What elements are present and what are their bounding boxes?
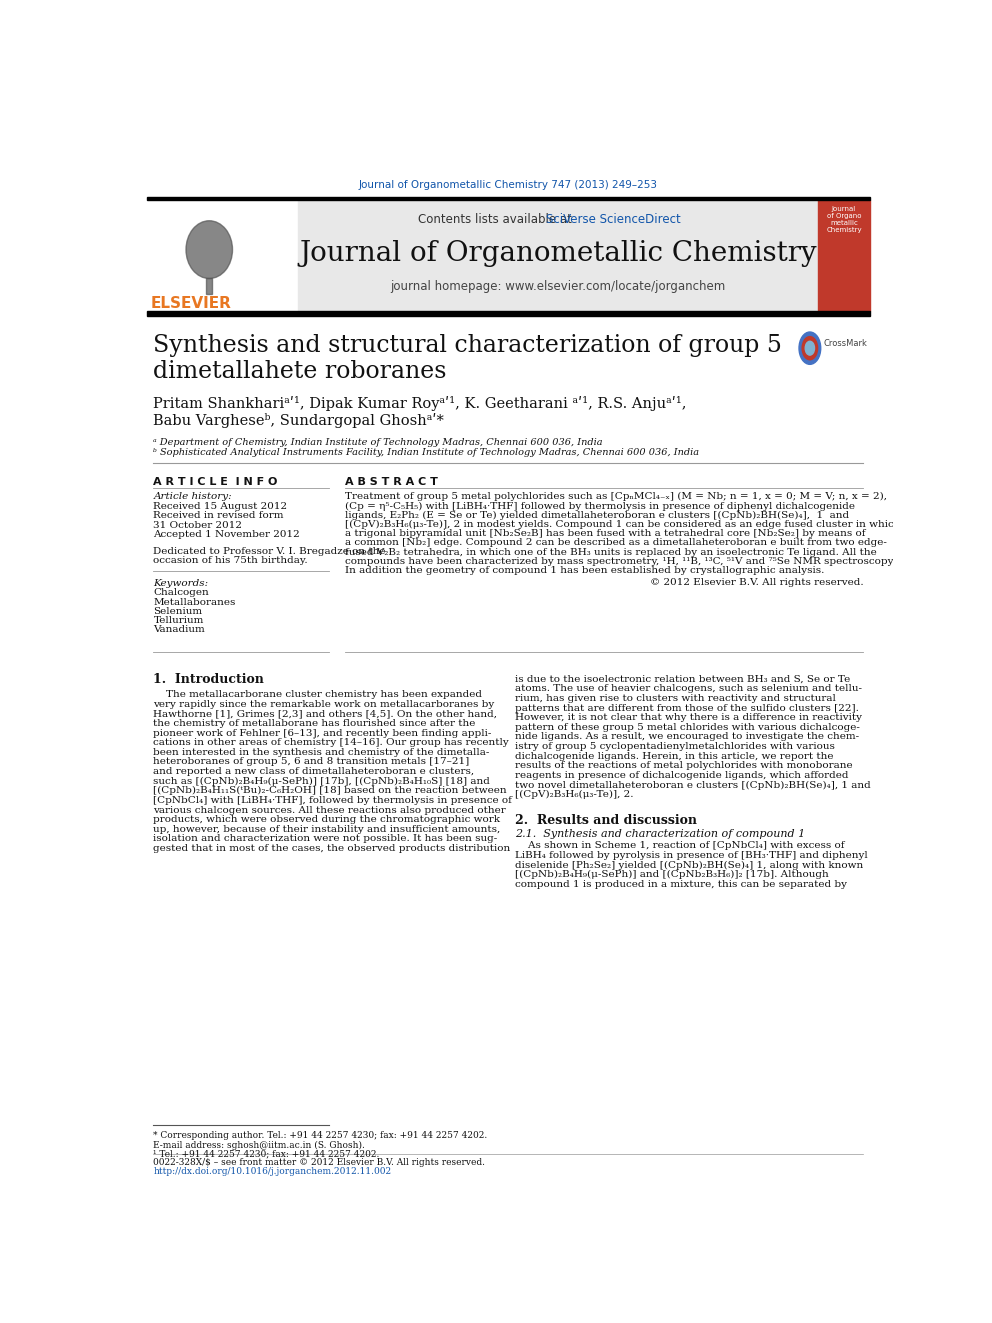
Text: compound 1 is produced in a mixture, this can be separated by: compound 1 is produced in a mixture, thi… [516,880,847,889]
Text: ᵇ Sophisticated Analytical Instruments Facility, Indian Institute of Technology : ᵇ Sophisticated Analytical Instruments F… [154,448,699,458]
Text: istry of group 5 cyclopentadienylmetalchlorides with various: istry of group 5 cyclopentadienylmetalch… [516,742,835,751]
Text: 31 October 2012: 31 October 2012 [154,521,242,529]
Ellipse shape [803,336,817,360]
Text: Babu Vargheseᵇ, Sundargopal Ghoshᵃʹ*: Babu Vargheseᵇ, Sundargopal Ghoshᵃʹ* [154,413,444,427]
Text: Accepted 1 November 2012: Accepted 1 November 2012 [154,531,301,538]
Text: (Cp = η⁵-C₅H₅) with [LiBH₄·THF] followed by thermolysis in presence of diphenyl : (Cp = η⁵-C₅H₅) with [LiBH₄·THF] followed… [345,501,855,511]
Bar [299,200,817,311]
Text: is due to the isoelectronic relation between BH₃ and S, Se or Te: is due to the isoelectronic relation bet… [516,675,850,684]
Ellipse shape [806,341,814,355]
Text: two novel dimetallaheteroboran e clusters [(CpNb)₂BH(Se)₄], 1 and: two novel dimetallaheteroboran e cluster… [516,781,871,790]
Text: Synthesis and structural characterization of group 5: Synthesis and structural characterizatio… [154,335,783,357]
Text: [(CpNb)₂B₄H₉(μ-SePh)] and [(CpNb₂B₃H₆)]₂ [17b]. Although: [(CpNb)₂B₄H₉(μ-SePh)] and [(CpNb₂B₃H₆)]₂… [516,871,829,880]
Text: Article history:: Article history: [154,492,232,501]
Text: isolation and characterization were not possible. It has been sug-: isolation and characterization were not … [154,835,498,844]
Text: [(CpNb)₂B₄H₁₁S(ᵗBu)₂-C₆H₂OH] [18] based on the reaction between: [(CpNb)₂B₄H₁₁S(ᵗBu)₂-C₆H₂OH] [18] based … [154,786,507,795]
Bar [147,311,870,316]
Text: [(CpV)₂B₃H₆(μ₃-Te)], 2 in modest yields. Compound 1 can be considered as an edge: [(CpV)₂B₃H₆(μ₃-Te)], 2 in modest yields.… [345,520,901,529]
Text: ELSEVIER: ELSEVIER [151,296,232,311]
Text: 1.  Introduction: 1. Introduction [154,673,264,687]
Bar [817,200,870,311]
Text: patterns that are different from those of the sulfido clusters [22].: patterns that are different from those o… [516,704,859,713]
Text: gested that in most of the cases, the observed products distribution: gested that in most of the cases, the ob… [154,844,511,853]
Text: fused V₂B₂ tetrahedra, in which one of the BH₃ units is replaced by an isoelectr: fused V₂B₂ tetrahedra, in which one of t… [345,548,877,557]
Text: compounds have been characterized by mass spectrometry, ¹H, ¹¹B, ¹³C, ⁵¹V and ⁷⁵: compounds have been characterized by mas… [345,557,895,566]
Text: up, however, because of their instability and insufficient amounts,: up, however, because of their instabilit… [154,824,501,833]
Text: Chalcogen: Chalcogen [154,589,209,598]
Text: such as [(CpNb)₂B₄H₉(μ-SePh)] [17b], [(CpNb)₂B₄H₁₀S] [18] and: such as [(CpNb)₂B₄H₉(μ-SePh)] [17b], [(C… [154,777,490,786]
Text: [CpNbCl₄] with [LiBH₄·THF], followed by thermolysis in presence of: [CpNbCl₄] with [LiBH₄·THF], followed by … [154,796,512,804]
Text: Journal of Organometallic Chemistry 747 (2013) 249–253: Journal of Organometallic Chemistry 747 … [359,180,658,191]
Text: * Corresponding author. Tel.: +91 44 2257 4230; fax: +91 44 2257 4202.: * Corresponding author. Tel.: +91 44 225… [154,1131,488,1140]
Text: a common [Nb₂] edge. Compound 2 can be described as a dimetallaheteroboran e bui: a common [Nb₂] edge. Compound 2 can be d… [345,538,887,548]
Bar [147,197,870,200]
Ellipse shape [186,221,232,279]
Text: Received 15 August 2012: Received 15 August 2012 [154,503,288,511]
Ellipse shape [799,332,820,364]
Text: results of the reactions of metal polychlorides with monoborane: results of the reactions of metal polych… [516,761,853,770]
Text: Metallaboranes: Metallaboranes [154,598,236,607]
Text: 0022-328X/$ – see front matter © 2012 Elsevier B.V. All rights reserved.: 0022-328X/$ – see front matter © 2012 El… [154,1158,485,1167]
Bar [147,200,299,311]
Text: dimetallahete roboranes: dimetallahete roboranes [154,360,447,382]
Text: CrossMark: CrossMark [823,339,867,348]
Text: A B S T R A C T: A B S T R A C T [345,476,437,487]
Text: Tellurium: Tellurium [154,617,203,626]
Text: Received in revised form: Received in revised form [154,512,284,520]
Text: However, it is not clear that why there is a difference in reactivity: However, it is not clear that why there … [516,713,862,722]
Text: cations in other areas of chemistry [14–16]. Our group has recently: cations in other areas of chemistry [14–… [154,738,509,747]
Text: products, which were observed during the chromatographic work: products, which were observed during the… [154,815,500,824]
Text: Journal
of Organo
metallic
Chemistry: Journal of Organo metallic Chemistry [826,206,862,233]
Text: Dedicated to Professor V. I. Bregadze on the: Dedicated to Professor V. I. Bregadze on… [154,546,386,556]
Text: very rapidly since the remarkable work on metallacarboranes by: very rapidly since the remarkable work o… [154,700,495,709]
Text: reagents in presence of dichalcogenide ligands, which afforded: reagents in presence of dichalcogenide l… [516,771,849,781]
Text: http://dx.doi.org/10.1016/j.jorganchem.2012.11.002: http://dx.doi.org/10.1016/j.jorganchem.2… [154,1167,392,1176]
Text: A R T I C L E  I N F O: A R T I C L E I N F O [154,476,278,487]
Text: [(CpV)₂B₃H₆(μ₃-Te)], 2.: [(CpV)₂B₃H₆(μ₃-Te)], 2. [516,790,634,799]
Text: ᵃ Department of Chemistry, Indian Institute of Technology Madras, Chennai 600 03: ᵃ Department of Chemistry, Indian Instit… [154,438,603,447]
Text: various chalcogen sources. All these reactions also produced other: various chalcogen sources. All these rea… [154,806,506,815]
Text: the chemistry of metallaborane has flourished since after the: the chemistry of metallaborane has flour… [154,718,476,728]
Text: SciVerse ScienceDirect: SciVerse ScienceDirect [547,213,682,226]
Text: Treatment of group 5 metal polychlorides such as [CpₙMCl₄₋ₓ] (M = Nb; n = 1, x =: Treatment of group 5 metal polychlorides… [345,492,887,501]
Text: 2.  Results and discussion: 2. Results and discussion [516,814,697,827]
Text: and reported a new class of dimetallaheteroboran e clusters,: and reported a new class of dimetallahet… [154,767,474,777]
Text: Contents lists available at: Contents lists available at [419,213,576,226]
Text: E-mail address: sghosh@iitm.ac.in (S. Ghosh).: E-mail address: sghosh@iitm.ac.in (S. Gh… [154,1140,365,1150]
Text: rium, has given rise to clusters with reactivity and structural: rium, has given rise to clusters with re… [516,693,836,703]
Text: Journal of Organometallic Chemistry: Journal of Organometallic Chemistry [300,239,816,267]
Text: 2.1.  Synthesis and characterization of compound 1: 2.1. Synthesis and characterization of c… [516,830,806,839]
Text: LiBH₄ followed by pyrolysis in presence of [BH₃·THF] and diphenyl: LiBH₄ followed by pyrolysis in presence … [516,851,868,860]
Text: nide ligands. As a result, we encouraged to investigate the chem-: nide ligands. As a result, we encouraged… [516,733,859,741]
Text: Selenium: Selenium [154,607,202,617]
Text: In addition the geometry of compound 1 has been established by crystallographic : In addition the geometry of compound 1 h… [345,566,824,576]
Text: ¹ Tel.: +91 44 2257 4230; fax: +91 44 2257 4202.: ¹ Tel.: +91 44 2257 4230; fax: +91 44 22… [154,1150,380,1159]
Text: been interested in the synthesis and chemistry of the dimetalla-: been interested in the synthesis and che… [154,747,490,757]
Text: diselenide [Ph₂Se₂] yielded [(CpNb)₂BH(Se)₄] 1, along with known: diselenide [Ph₂Se₂] yielded [(CpNb)₂BH(S… [516,861,864,869]
Text: Vanadium: Vanadium [154,626,205,635]
Text: heteroboranes of group 5, 6 and 8 transition metals [17–21]: heteroboranes of group 5, 6 and 8 transi… [154,758,469,766]
Text: journal homepage: www.elsevier.com/locate/jorganchem: journal homepage: www.elsevier.com/locat… [391,280,725,294]
Text: Hawthorne [1], Grimes [2,3] and others [4,5]. On the other hand,: Hawthorne [1], Grimes [2,3] and others [… [154,709,497,718]
Text: dichalcogenide ligands. Herein, in this article, we report the: dichalcogenide ligands. Herein, in this … [516,751,834,761]
Text: © 2012 Elsevier B.V. All rights reserved.: © 2012 Elsevier B.V. All rights reserved… [650,578,863,587]
Text: Pritam Shankhariᵃʹ¹, Dipak Kumar Royᵃʹ¹, K. Geetharani ᵃʹ¹, R.S. Anjuᵃʹ¹,: Pritam Shankhariᵃʹ¹, Dipak Kumar Royᵃʹ¹,… [154,396,686,411]
Text: The metallacarborane cluster chemistry has been expanded: The metallacarborane cluster chemistry h… [154,691,482,699]
Text: atoms. The use of heavier chalcogens, such as selenium and tellu-: atoms. The use of heavier chalcogens, su… [516,684,862,693]
Text: pioneer work of Fehlner [6–13], and recently been finding appli-: pioneer work of Fehlner [6–13], and rece… [154,729,492,737]
Text: Keywords:: Keywords: [154,579,208,589]
Text: a trigonal bipyramidal unit [Nb₂Se₂B] has been fused with a tetrahedral core [Nb: a trigonal bipyramidal unit [Nb₂Se₂B] ha… [345,529,865,538]
Text: ligands, E₂Ph₂ (E = Se or Te) yielded dimetallaheteroboran e clusters [(CpNb)₂BH: ligands, E₂Ph₂ (E = Se or Te) yielded di… [345,511,849,520]
Bar [206,278,212,294]
Text: As shown in Scheme 1, reaction of [CpNbCl₄] with excess of: As shown in Scheme 1, reaction of [CpNbC… [516,841,845,851]
Text: occasion of his 75th birthday.: occasion of his 75th birthday. [154,556,309,565]
Text: pattern of these group 5 metal chlorides with various dichalcoge-: pattern of these group 5 metal chlorides… [516,722,860,732]
